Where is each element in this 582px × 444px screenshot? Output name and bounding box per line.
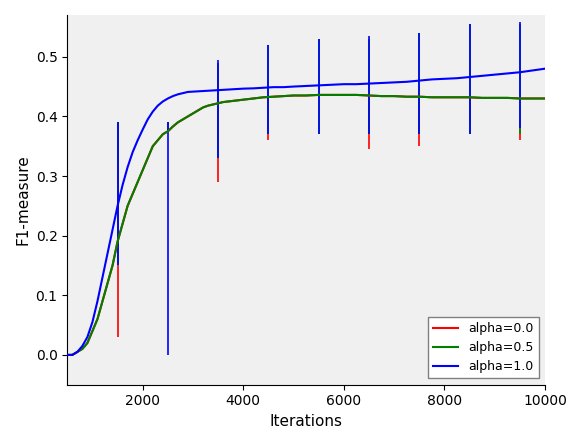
alpha=1.0	[441, 76, 448, 81]
alpha=0.0	[225, 99, 232, 104]
alpha=0.0	[134, 179, 141, 185]
alpha=1.0	[542, 66, 549, 71]
alpha=0.5	[250, 96, 257, 101]
alpha=0.0	[64, 352, 71, 357]
alpha=0.5	[134, 179, 141, 185]
alpha=0.5	[315, 92, 322, 98]
alpha=0.5	[64, 352, 71, 357]
Legend: alpha=0.0, alpha=0.5, alpha=1.0: alpha=0.0, alpha=0.5, alpha=1.0	[428, 317, 539, 378]
alpha=0.0	[315, 92, 322, 98]
Line: alpha=0.0: alpha=0.0	[68, 95, 545, 355]
alpha=0.5	[124, 203, 131, 209]
Line: alpha=0.5: alpha=0.5	[68, 95, 545, 355]
alpha=1.0	[64, 352, 71, 357]
alpha=0.0	[250, 96, 257, 101]
alpha=0.0	[542, 96, 549, 101]
alpha=1.0	[250, 86, 257, 91]
alpha=0.5	[542, 96, 549, 101]
alpha=0.5	[225, 99, 232, 104]
alpha=1.0	[134, 138, 141, 143]
Y-axis label: F1-measure: F1-measure	[15, 155, 30, 245]
alpha=1.0	[225, 87, 232, 92]
Line: alpha=1.0: alpha=1.0	[68, 69, 545, 355]
alpha=1.0	[169, 93, 176, 99]
alpha=0.0	[453, 95, 460, 100]
alpha=0.0	[169, 124, 176, 129]
alpha=0.5	[453, 95, 460, 100]
alpha=1.0	[124, 164, 131, 170]
alpha=0.0	[124, 203, 131, 209]
alpha=0.5	[169, 124, 176, 129]
X-axis label: Iterations: Iterations	[269, 414, 343, 429]
